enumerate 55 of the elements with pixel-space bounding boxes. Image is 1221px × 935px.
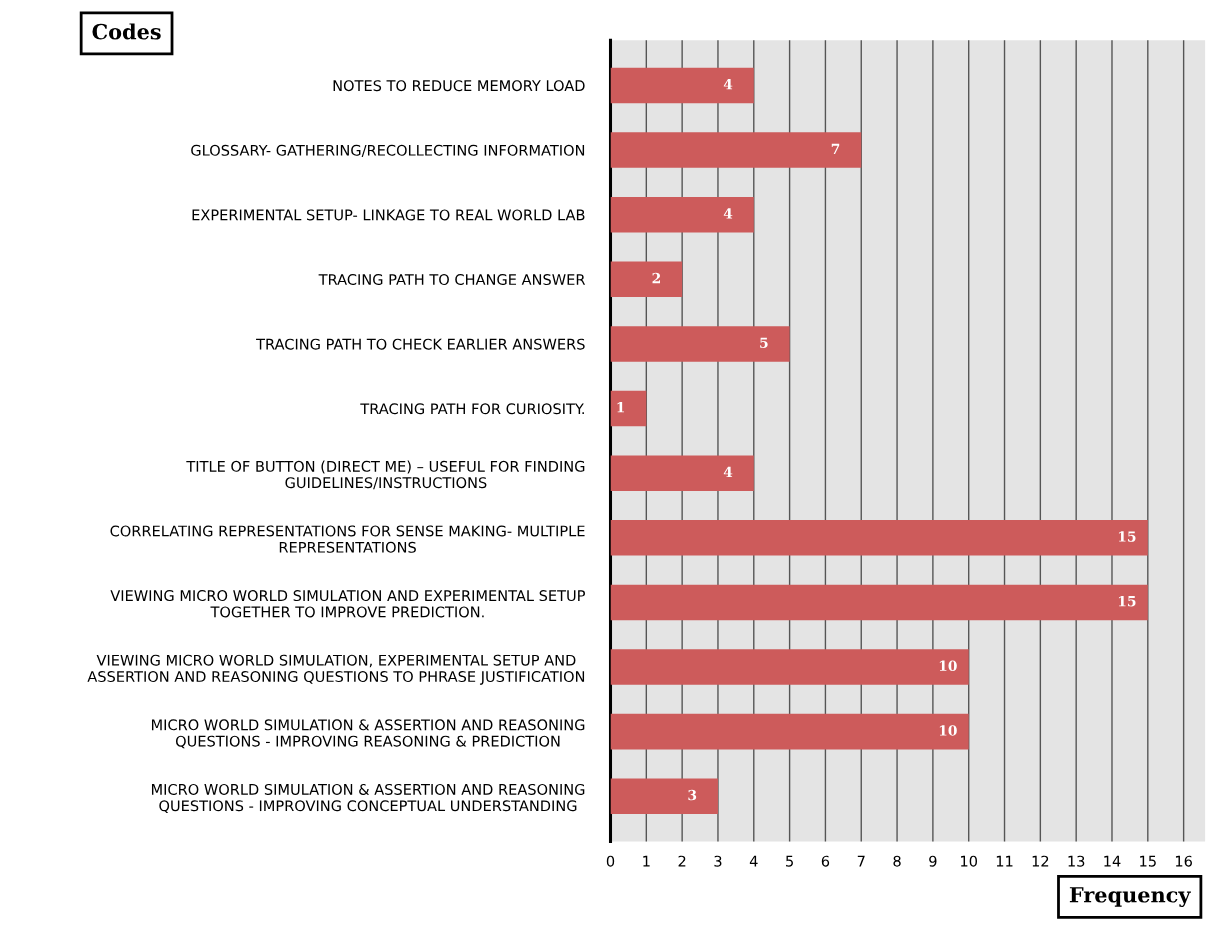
x-tick-label: 0 [606,855,615,867]
x-axis-title: Frequency [1069,887,1191,907]
x-tick-label: 6 [821,855,830,867]
y-tick-label: TRACING PATH TO CHANGE ANSWER [318,274,586,286]
data-label: 4 [723,208,733,219]
x-tick-label: 12 [1032,855,1049,867]
data-label: 10 [939,660,957,672]
y-tick-label: MICRO WORLD SIMULATION & ASSERTION AND REASONING QUESTIONS - IMPROVING REASONING & PREDICTION [151,719,585,749]
x-tick-label: 15 [1140,855,1156,867]
bar [610,326,790,362]
x-tick-label: 13 [1068,855,1085,867]
y-tick-label: VIEWING MICRO WORLD SIMULATION, EXPERIMENTAL SETUP AND ASSERTION AND REASONING QUESTIONS TO PHRASE JUSTIFICATION [87,654,585,685]
data-label: 10 [939,725,957,736]
x-tick-label: 4 [749,855,758,867]
x-tick-label: 7 [857,855,865,867]
bar [610,713,969,750]
bar [610,196,754,233]
y-tick-label: TITLE OF BUTTON (DIRECT ME) – USEFUL FOR FINDING GUIDELINES/INSTRUCTIONS [186,460,585,490]
data-label: 4 [723,78,733,90]
x-tick-label: 3 [714,855,722,867]
data-label: 3 [688,789,697,801]
x-tick-label: 1 [643,855,650,867]
data-label: 4 [723,466,733,477]
data-label: 15 [1118,595,1136,607]
bar [610,132,862,168]
data-label: 5 [760,337,768,348]
bar [610,649,969,685]
bar [610,261,683,298]
x-tick-label: 5 [786,855,793,867]
x-tick-label: 2 [678,855,686,867]
data-label: 2 [652,272,660,284]
y-tick-label: CORRELATING REPRESENTATIONS FOR SENSE MAKING- MULTIPLE REPRESENTATIONS [110,525,585,553]
bar [610,778,718,815]
data-label: 1 [617,402,625,413]
data-label: 15 [1118,531,1136,542]
y-axis-title: Codes [92,23,161,40]
x-tick-label: 16 [1175,855,1192,867]
y-tick-label: MICRO WORLD SIMULATION & ASSERTION AND REASONING QUESTIONS - IMPROVING CONCEPTUAL UNDERSTANDING [151,783,585,813]
bar [610,67,754,104]
y-tick-label: TRACING PATH FOR CURIOSITY. [360,403,584,415]
y-tick-label: EXPERIMENTAL SETUP- LINKAGE TO REAL WORLD LAB [192,209,585,221]
bar [610,455,754,491]
x-tick-label: 9 [929,855,937,867]
y-tick-label: VIEWING MICRO WORLD SIMULATION AND EXPERIMENTAL SETUP TOGETHER TO IMPROVE PREDICTION. [110,590,585,618]
x-tick-label: 8 [893,855,901,867]
y-tick-label: NOTES TO REDUCE MEMORY LOAD [333,80,585,92]
bar [610,520,1148,556]
bar [610,584,1148,621]
x-tick-label: 14 [1104,855,1121,867]
y-tick-label: TRACING PATH TO CHECK EARLIER ANSWERS [256,338,585,350]
x-tick-label: 10 [961,855,978,867]
y-tick-label: GLOSSARY- GATHERING/RECOLLECTING INFORMATION [191,144,585,157]
data-label: 7 [831,143,840,154]
bar [610,390,647,427]
x-tick-label: 11 [996,855,1013,867]
